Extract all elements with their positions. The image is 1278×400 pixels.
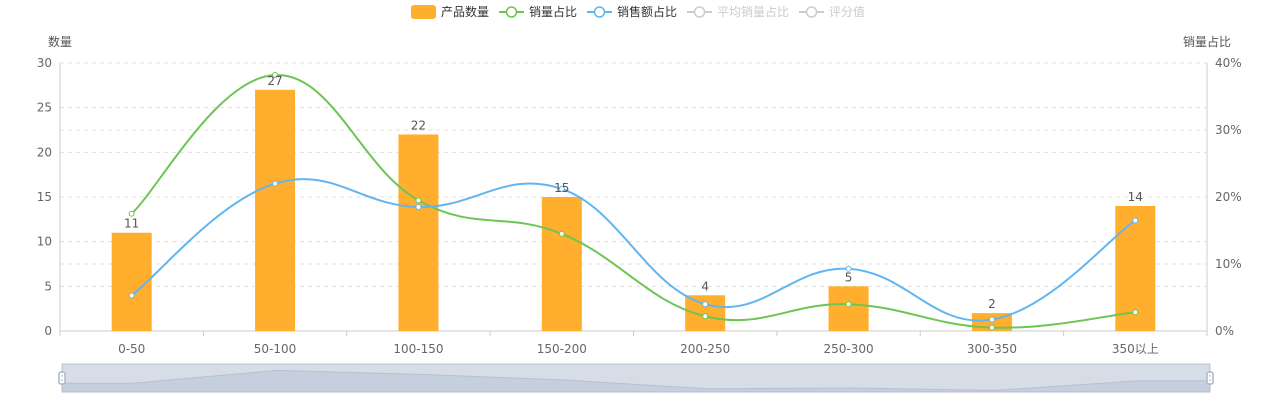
legend-label: 销量占比: [529, 4, 577, 19]
line-point: [272, 72, 279, 79]
y-right-tick-label: 0%: [1215, 324, 1234, 338]
bar-value-label: 14: [1128, 190, 1143, 204]
x-tick-label: 0-50: [118, 342, 145, 356]
legend-swatch: [411, 5, 436, 19]
zoom-handle-left[interactable]: [58, 371, 66, 385]
y-left-tick-label: 5: [44, 279, 52, 293]
line-point: [558, 185, 565, 192]
legend-label: 产品数量: [441, 4, 489, 19]
line-point: [988, 324, 995, 331]
line-point: [415, 204, 422, 211]
line-point: [702, 301, 709, 308]
bar: [685, 295, 726, 331]
x-tick-label: 300-350: [967, 342, 1017, 356]
line-point: [845, 301, 852, 308]
bar: [255, 89, 296, 331]
legend-item[interactable]: 产品数量: [411, 4, 489, 19]
legend-label: 平均销量占比: [717, 4, 789, 19]
y-left-tick-label: 30: [37, 56, 52, 70]
line-point: [558, 230, 565, 237]
line-销量占比: [130, 74, 1136, 329]
legend-swatch-marker: [505, 6, 518, 18]
y-left-tick-label: 0: [44, 324, 52, 338]
y-axis-left-title: 数量: [48, 34, 72, 49]
legend-item[interactable]: 平均销量占比: [687, 4, 789, 19]
x-tick-label: 150-200: [537, 342, 587, 356]
y-left-tick-label: 10: [37, 235, 52, 249]
bar-value-label: 11: [124, 217, 139, 231]
x-tick-label: 50-100: [254, 342, 297, 356]
legend-swatch-marker: [593, 6, 606, 18]
line-point: [128, 210, 135, 217]
axes: 0-50 50-100 100-150 150-200 200-250 250-300 30…: [37, 56, 1242, 356]
line-point: [845, 265, 852, 272]
line-point: [272, 180, 279, 187]
line-series: [128, 72, 1139, 331]
line-point: [1132, 217, 1139, 224]
legend-swatch-marker: [805, 6, 818, 18]
y-axis-right-title: 销量占比: [1183, 34, 1231, 49]
line-point: [128, 292, 135, 299]
legend[interactable]: 产品数量 销量占比 销售额占比 平均销量占比 评分值: [411, 4, 865, 19]
y-right-tick-label: 30%: [1215, 123, 1242, 137]
y-right-tick-label: 40%: [1215, 56, 1242, 70]
y-right-tick-label: 10%: [1215, 257, 1242, 271]
legend-label: 销售额占比: [617, 4, 677, 19]
y-left-tick-label: 20: [37, 145, 52, 159]
bar-series: [111, 89, 1156, 331]
line-point: [702, 313, 709, 320]
x-tick-label: 200-250: [680, 342, 730, 356]
legend-swatch-marker: [693, 6, 706, 18]
legend-item[interactable]: 销量占比: [499, 4, 577, 19]
x-tick-label: 100-150: [393, 342, 443, 356]
bar-value-label: 22: [411, 118, 426, 132]
line-point: [1132, 309, 1139, 316]
bar-value-label: 2: [988, 297, 996, 311]
grid-lines: [60, 62, 1207, 287]
line-point: [415, 197, 422, 204]
bar: [828, 286, 869, 331]
bar-value-label: 27: [267, 74, 282, 88]
legend-label: 评分值: [829, 4, 865, 19]
bar: [111, 232, 152, 331]
bar: [398, 134, 439, 331]
x-tick-label: 350以上: [1112, 342, 1159, 356]
y-left-tick-label: 15: [37, 190, 52, 204]
line-销售额占比: [131, 178, 1136, 322]
bar: [541, 197, 582, 331]
line-point: [988, 316, 995, 323]
bar-value-label: 5: [845, 270, 853, 284]
y-right-tick-label: 20%: [1215, 190, 1242, 204]
legend-item[interactable]: 评分值: [799, 4, 865, 19]
zoom-handle-grip[interactable]: [58, 371, 66, 385]
bar-value-label: 15: [554, 181, 569, 195]
bar-value-label: 4: [701, 279, 709, 293]
data-zoom-slider[interactable]: [58, 363, 1214, 393]
y-left-tick-label: 25: [37, 101, 52, 115]
zoom-handle-grip[interactable]: [1206, 371, 1214, 385]
data-labels: 11 27 22 15 4 5 2 14: [124, 74, 1143, 311]
legend-item[interactable]: 销售额占比: [587, 4, 677, 19]
x-tick-label: 250-300: [823, 342, 873, 356]
zoom-handle-right[interactable]: [1206, 371, 1214, 385]
